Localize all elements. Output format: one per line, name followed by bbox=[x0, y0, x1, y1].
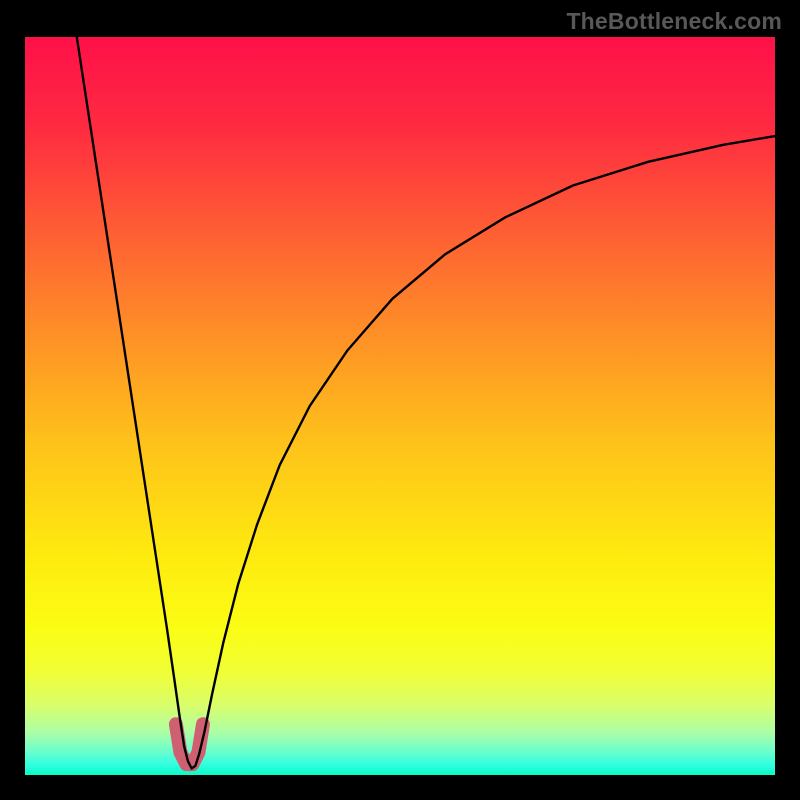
bottleneck-curve-chart bbox=[0, 0, 800, 800]
chart-container: TheBottleneck.com bbox=[0, 0, 800, 800]
chart-background-gradient bbox=[24, 36, 776, 776]
watermark-text: TheBottleneck.com bbox=[566, 8, 782, 35]
